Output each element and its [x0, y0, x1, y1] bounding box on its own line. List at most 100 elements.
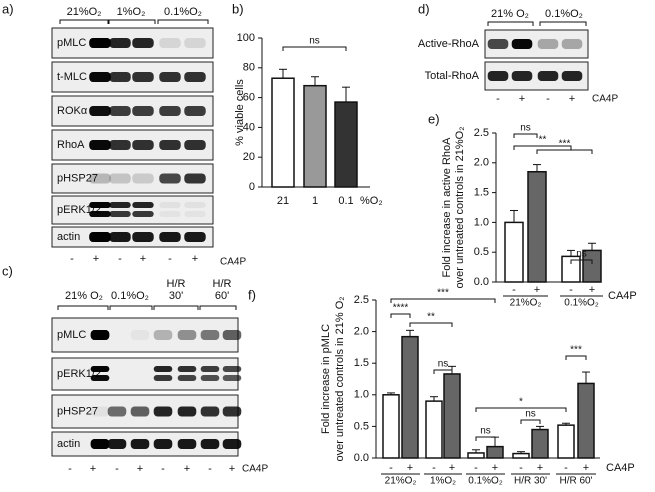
panel-letter: a): [2, 1, 14, 16]
y-axis-label: Fold increase in pMLC: [320, 324, 332, 434]
y-tick-label: 2.0: [474, 157, 489, 169]
blot-band: [89, 72, 111, 82]
lane-label: -: [118, 253, 122, 265]
bar: [303, 84, 327, 188]
blot-band: [153, 439, 173, 449]
y-tick-label: 1.0: [474, 216, 489, 228]
blot-band: [130, 439, 150, 449]
significance-bracket: [433, 369, 453, 374]
protein-label: pHSP27: [57, 172, 98, 184]
significance-label: ns: [576, 249, 587, 260]
blot-band: [222, 375, 242, 381]
blot-band: [200, 375, 220, 381]
y-tick-label: 100: [237, 32, 255, 44]
series-label: +: [492, 462, 498, 474]
blot-band: [159, 202, 181, 208]
blot-band: [89, 173, 111, 184]
blot-band: [109, 72, 131, 82]
protein-label: pMLC: [57, 329, 86, 341]
blot-band: [109, 211, 131, 217]
treatment-label: CA4P: [592, 94, 618, 105]
lane-label: -: [546, 93, 550, 105]
header-bracket: [59, 19, 109, 24]
lane-label: +: [229, 463, 235, 475]
lane-label: +: [137, 463, 143, 475]
x-tick-label: H/R 60': [559, 476, 592, 487]
blot-strip: [51, 357, 239, 391]
series-label: +: [534, 284, 540, 296]
blot-band: [153, 330, 173, 340]
series-label: +: [589, 284, 595, 296]
series-label: -: [474, 462, 478, 474]
blot-band: [109, 173, 131, 184]
blot-band: [132, 140, 154, 150]
blot-band: [109, 232, 131, 242]
x-tick-label: 21: [277, 195, 289, 207]
x-tick-label: 21%O₂: [510, 298, 542, 309]
significance-bracket: [282, 46, 347, 51]
significance-label: ns: [438, 359, 449, 370]
y-axis-label: over untreated controls in 21%O₂: [454, 126, 466, 288]
y-axis-label: Fold increase in active RhoA: [441, 137, 453, 278]
significance-bracket: [570, 259, 593, 264]
lane-label: -: [496, 93, 500, 105]
y-tick-label: 40: [243, 121, 255, 133]
blot-band: [132, 72, 154, 82]
treatment-label: CA4P: [608, 290, 637, 302]
panel-letter: e): [428, 111, 440, 126]
condition-header: 30': [169, 290, 183, 302]
blot-band: [89, 232, 111, 242]
blot-band: [537, 71, 559, 81]
bar: [512, 452, 530, 459]
y-axis-label: % viable cells: [234, 79, 246, 146]
significance-bracket: [390, 298, 496, 303]
blot-band: [153, 375, 173, 381]
series-label: +: [449, 462, 455, 474]
blot-band: [177, 406, 197, 417]
lane-label: -: [208, 463, 212, 475]
treatment-label: CA4P: [242, 464, 268, 475]
bar: [271, 77, 295, 188]
header-bracket: [153, 305, 199, 310]
significance-label: ns: [480, 426, 491, 437]
significance-label: ****: [393, 303, 409, 314]
blot-band: [184, 211, 206, 217]
bar: [425, 400, 443, 459]
bar: [561, 255, 581, 283]
lane-label: +: [184, 463, 190, 475]
panel-letter: d): [418, 1, 430, 16]
blot-band: [159, 38, 181, 48]
header-bracket: [539, 21, 587, 26]
bar: [504, 221, 524, 283]
bar: [467, 452, 485, 459]
bar: [486, 445, 504, 459]
bar: [557, 424, 575, 459]
blot-band: [90, 439, 110, 449]
blot-band: [132, 173, 154, 184]
significance-label: ns: [525, 409, 536, 420]
lane-label: -: [115, 463, 119, 475]
blot-band: [159, 72, 181, 82]
blot-band: [184, 140, 206, 150]
blot-band: [487, 71, 509, 81]
y-tick-label: 1.0: [354, 389, 369, 401]
condition-header: H/R: [167, 278, 186, 290]
blot-band: [132, 232, 154, 242]
blot-band: [184, 72, 206, 82]
blot-band: [200, 439, 220, 449]
blot-band: [107, 439, 127, 449]
blot-band: [90, 366, 110, 372]
series-label: -: [389, 462, 393, 474]
series-label: +: [407, 462, 413, 474]
condition-header: 21% O₂: [491, 8, 529, 20]
bar: [582, 249, 602, 283]
significance-label: ***: [559, 139, 571, 150]
blot-band: [537, 39, 559, 49]
y-axis-label: over untreated controls in 21% O₂: [334, 296, 346, 461]
blot-band: [177, 439, 197, 449]
x-tick-label: 1: [312, 195, 318, 207]
significance-bracket: [565, 355, 587, 360]
bar: [443, 373, 461, 459]
bar: [382, 394, 400, 459]
